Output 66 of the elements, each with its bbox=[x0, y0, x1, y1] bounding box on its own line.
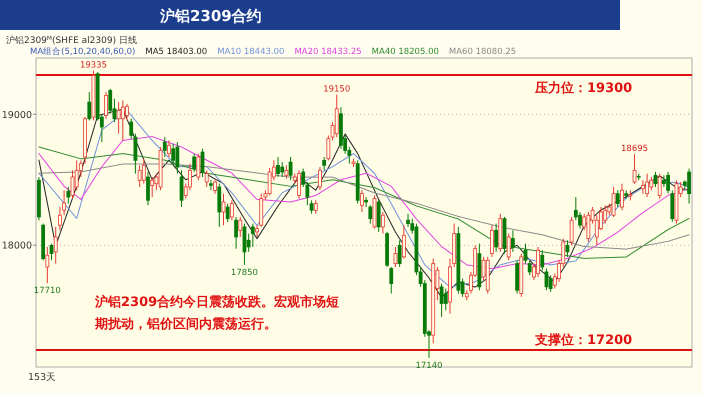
ref-line-label: 压力位：19300 bbox=[534, 81, 632, 96]
candlestick bbox=[238, 216, 242, 238]
candlestick bbox=[356, 160, 360, 204]
legend-title: MA组合(5,10,20,40,60,0) bbox=[30, 46, 136, 57]
candlestick bbox=[200, 148, 204, 178]
candlestick bbox=[222, 193, 226, 226]
annotation: 19335 bbox=[80, 60, 107, 70]
ref-line-label: 支撑位：17200 bbox=[534, 332, 632, 348]
text: MA20 18433.25 bbox=[294, 47, 362, 57]
annotation: 17850 bbox=[230, 268, 258, 278]
candlestick bbox=[641, 180, 645, 194]
text: MA40 18205.00 bbox=[372, 47, 439, 57]
candlestick bbox=[162, 136, 167, 158]
candlestick bbox=[196, 153, 200, 181]
line-series bbox=[38, 136, 690, 270]
candlestick bbox=[620, 183, 624, 211]
candlestick bbox=[636, 173, 641, 181]
candlestick bbox=[628, 190, 632, 201]
candlestick bbox=[45, 246, 50, 284]
candlestick bbox=[58, 206, 62, 231]
candlestick bbox=[62, 190, 66, 216]
candlestick bbox=[242, 223, 246, 266]
candlestick bbox=[192, 153, 196, 172]
candlestick bbox=[519, 253, 524, 298]
candlestick bbox=[431, 258, 436, 344]
text: MA10 18443.00 bbox=[217, 47, 284, 57]
annotation: 19150 bbox=[323, 84, 350, 95]
candlestick bbox=[494, 223, 498, 252]
candlestick bbox=[448, 258, 452, 314]
candlestick bbox=[524, 243, 528, 264]
candlestick bbox=[566, 240, 570, 258]
chart-title: 沪铝2309合约 bbox=[159, 7, 262, 25]
candlestick bbox=[536, 246, 540, 278]
candlestick bbox=[167, 140, 171, 158]
annotation: 18695 bbox=[621, 144, 648, 154]
candlestick bbox=[406, 213, 410, 228]
candlestick bbox=[138, 164, 142, 188]
candlestick bbox=[288, 156, 292, 181]
chart-subtitle: 沪铝2309$^{M}$(SHFE al2309) 日线 bbox=[6, 35, 137, 46]
y-tick-label: 19000 bbox=[2, 110, 32, 121]
candlestick bbox=[171, 143, 176, 166]
candlestick bbox=[66, 186, 70, 204]
candlestick bbox=[146, 171, 150, 206]
candlestick bbox=[280, 162, 284, 178]
text: 153天 bbox=[28, 372, 56, 383]
candlestick bbox=[234, 216, 238, 250]
annotation: 17140 bbox=[415, 360, 443, 371]
candlestick bbox=[662, 174, 666, 188]
candlestick bbox=[175, 142, 180, 174]
candlestick bbox=[54, 226, 58, 264]
text: MA5 18403.00 bbox=[145, 47, 208, 57]
annotation: 沪铝2309合约今日震荡收跌。宏观市场短期扰动，铝价区间内震荡运行。 bbox=[94, 294, 340, 332]
candlestick bbox=[150, 176, 154, 198]
candlestick bbox=[498, 213, 502, 252]
candlestick bbox=[217, 183, 222, 228]
y-tick-label: 18000 bbox=[2, 240, 32, 252]
candlestick bbox=[511, 230, 515, 252]
candlestick bbox=[490, 224, 494, 258]
line-series bbox=[38, 164, 690, 250]
candlestick bbox=[116, 102, 121, 134]
candlestick bbox=[440, 283, 444, 318]
annotation: 17710 bbox=[34, 286, 61, 296]
candlestick bbox=[364, 196, 368, 208]
line-series bbox=[38, 146, 690, 259]
text: MA60 18080.25 bbox=[448, 47, 516, 57]
candlestick bbox=[250, 223, 255, 248]
